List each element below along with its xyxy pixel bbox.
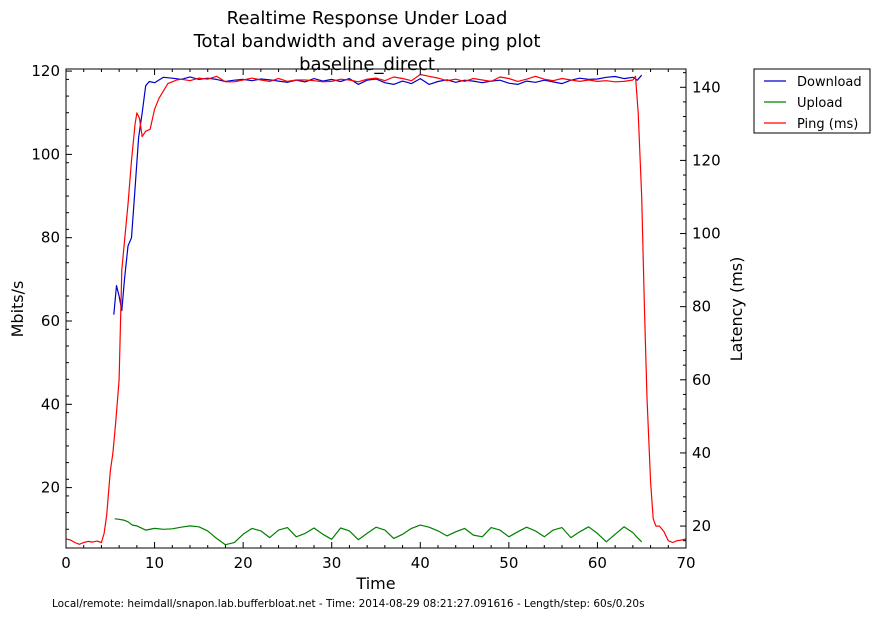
series-line-upload [114,518,643,546]
series-line-download [113,74,643,315]
y-tick-label: 120 [31,62,60,80]
y2-tick-label: 140 [692,78,721,96]
x-tick-label: 70 [676,554,695,572]
y2-tick-label: 20 [692,517,711,535]
x-axis: 0 10 20 30 40 50 60 70 [61,69,696,572]
y-axis-label: Mbits/s [8,281,27,338]
y-tick-label: 40 [41,395,60,413]
y2-tick-label: 80 [692,298,711,316]
plot-frame [65,68,687,549]
y2-tick-label: 100 [692,225,721,243]
y2-tick-label: 60 [692,371,711,389]
chart-title: Realtime Response Under Load Total bandw… [193,8,541,75]
legend: Download Upload Ping (ms) [753,68,871,134]
plot-area [65,68,687,549]
y-axis-right: 20 40 60 80 100 120 140 [680,72,721,542]
y2-tick-label: 40 [692,444,711,462]
chart-title-line-1: Realtime Response Under Load [227,8,508,29]
footer-info: Local/remote: heimdall/snapon.lab.buffer… [52,598,645,610]
y2-axis-label: Latency (ms) [727,257,746,362]
x-tick-label: 0 [61,554,71,572]
series-line-ping-ms [66,73,686,545]
x-tick-label: 60 [588,554,607,572]
y-tick-label: 20 [41,479,60,497]
x-tick-label: 10 [145,554,164,572]
x-tick-label: 40 [411,554,430,572]
y-tick-label: 100 [31,145,60,163]
x-tick-label: 50 [499,554,518,572]
x-axis-label: Time [355,574,395,593]
legend-label: Download [797,75,862,90]
x-tick-label: 20 [234,554,253,572]
y2-tick-label: 120 [692,151,721,169]
chart-title-line-3: baseline_direct [299,54,435,75]
legend-label: Upload [797,96,843,111]
y-axis-left: 20 40 60 80 100 120 [31,62,72,530]
legend-label: Ping (ms) [797,117,858,132]
legend-frame [753,68,871,134]
y-tick-label: 60 [41,312,60,330]
y-tick-label: 80 [41,229,60,247]
chart-title-line-2: Total bandwidth and average ping plot [193,31,541,52]
x-tick-label: 30 [322,554,341,572]
